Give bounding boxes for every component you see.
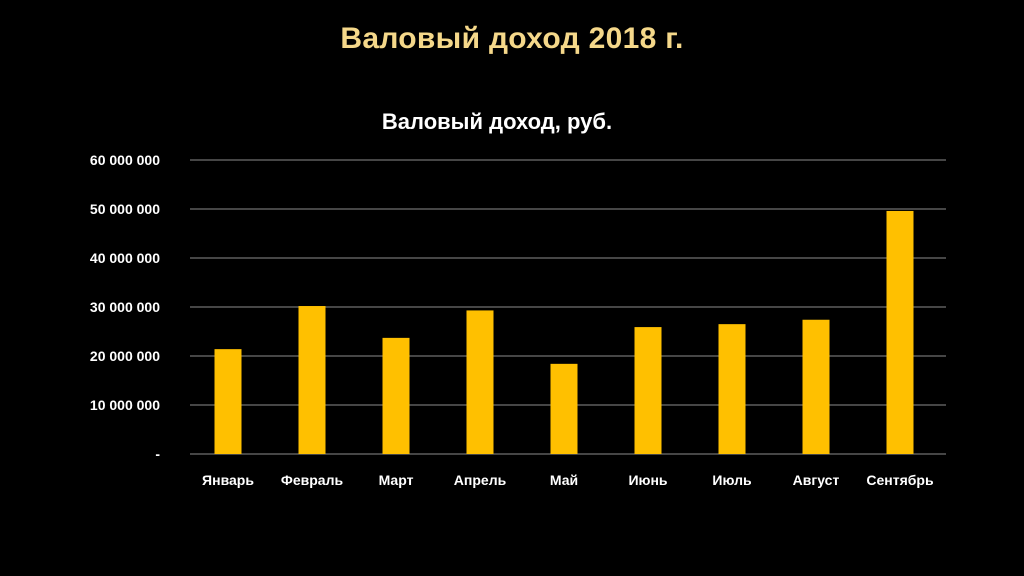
x-category-label: Июнь bbox=[628, 472, 667, 488]
y-tick-label: 10 000 000 bbox=[90, 397, 160, 413]
x-category-label: Май bbox=[550, 472, 578, 488]
bar-7 bbox=[718, 324, 746, 454]
bar-5 bbox=[550, 363, 578, 454]
y-tick-label: 20 000 000 bbox=[90, 348, 160, 364]
x-category-label: Июль bbox=[712, 472, 752, 488]
y-axis-ticks: - 10 000 000 20 000 000 30 000 000 40 000 00… bbox=[90, 152, 160, 462]
x-category-label: Апрель bbox=[454, 472, 507, 488]
slide-title: Валовый доход 2018 г. bbox=[340, 22, 684, 55]
y-tick-label: 50 000 000 bbox=[90, 201, 160, 217]
bar-8 bbox=[802, 319, 830, 454]
bar-3 bbox=[382, 337, 410, 454]
bars bbox=[214, 210, 914, 454]
x-category-label: Январь bbox=[202, 472, 254, 488]
chart-title: Валовый доход, руб. bbox=[382, 109, 612, 134]
y-tick-label: 40 000 000 bbox=[90, 250, 160, 266]
x-category-label: Февраль bbox=[281, 472, 344, 488]
bar-1 bbox=[214, 349, 242, 454]
y-tick-label: 60 000 000 bbox=[90, 152, 160, 168]
bar-4 bbox=[466, 310, 494, 454]
bar-6 bbox=[634, 327, 662, 454]
x-axis-categories: Январь Февраль Март Апрель Май Июнь Июль Август… bbox=[202, 472, 934, 488]
y-tick-label: 30 000 000 bbox=[90, 299, 160, 315]
bar-9 bbox=[886, 210, 914, 454]
x-category-label: Март bbox=[379, 472, 414, 488]
x-category-label: Август bbox=[793, 472, 840, 488]
x-category-label: Сентябрь bbox=[866, 472, 934, 488]
bar-2 bbox=[298, 306, 326, 454]
y-tick-label: - bbox=[155, 446, 160, 462]
